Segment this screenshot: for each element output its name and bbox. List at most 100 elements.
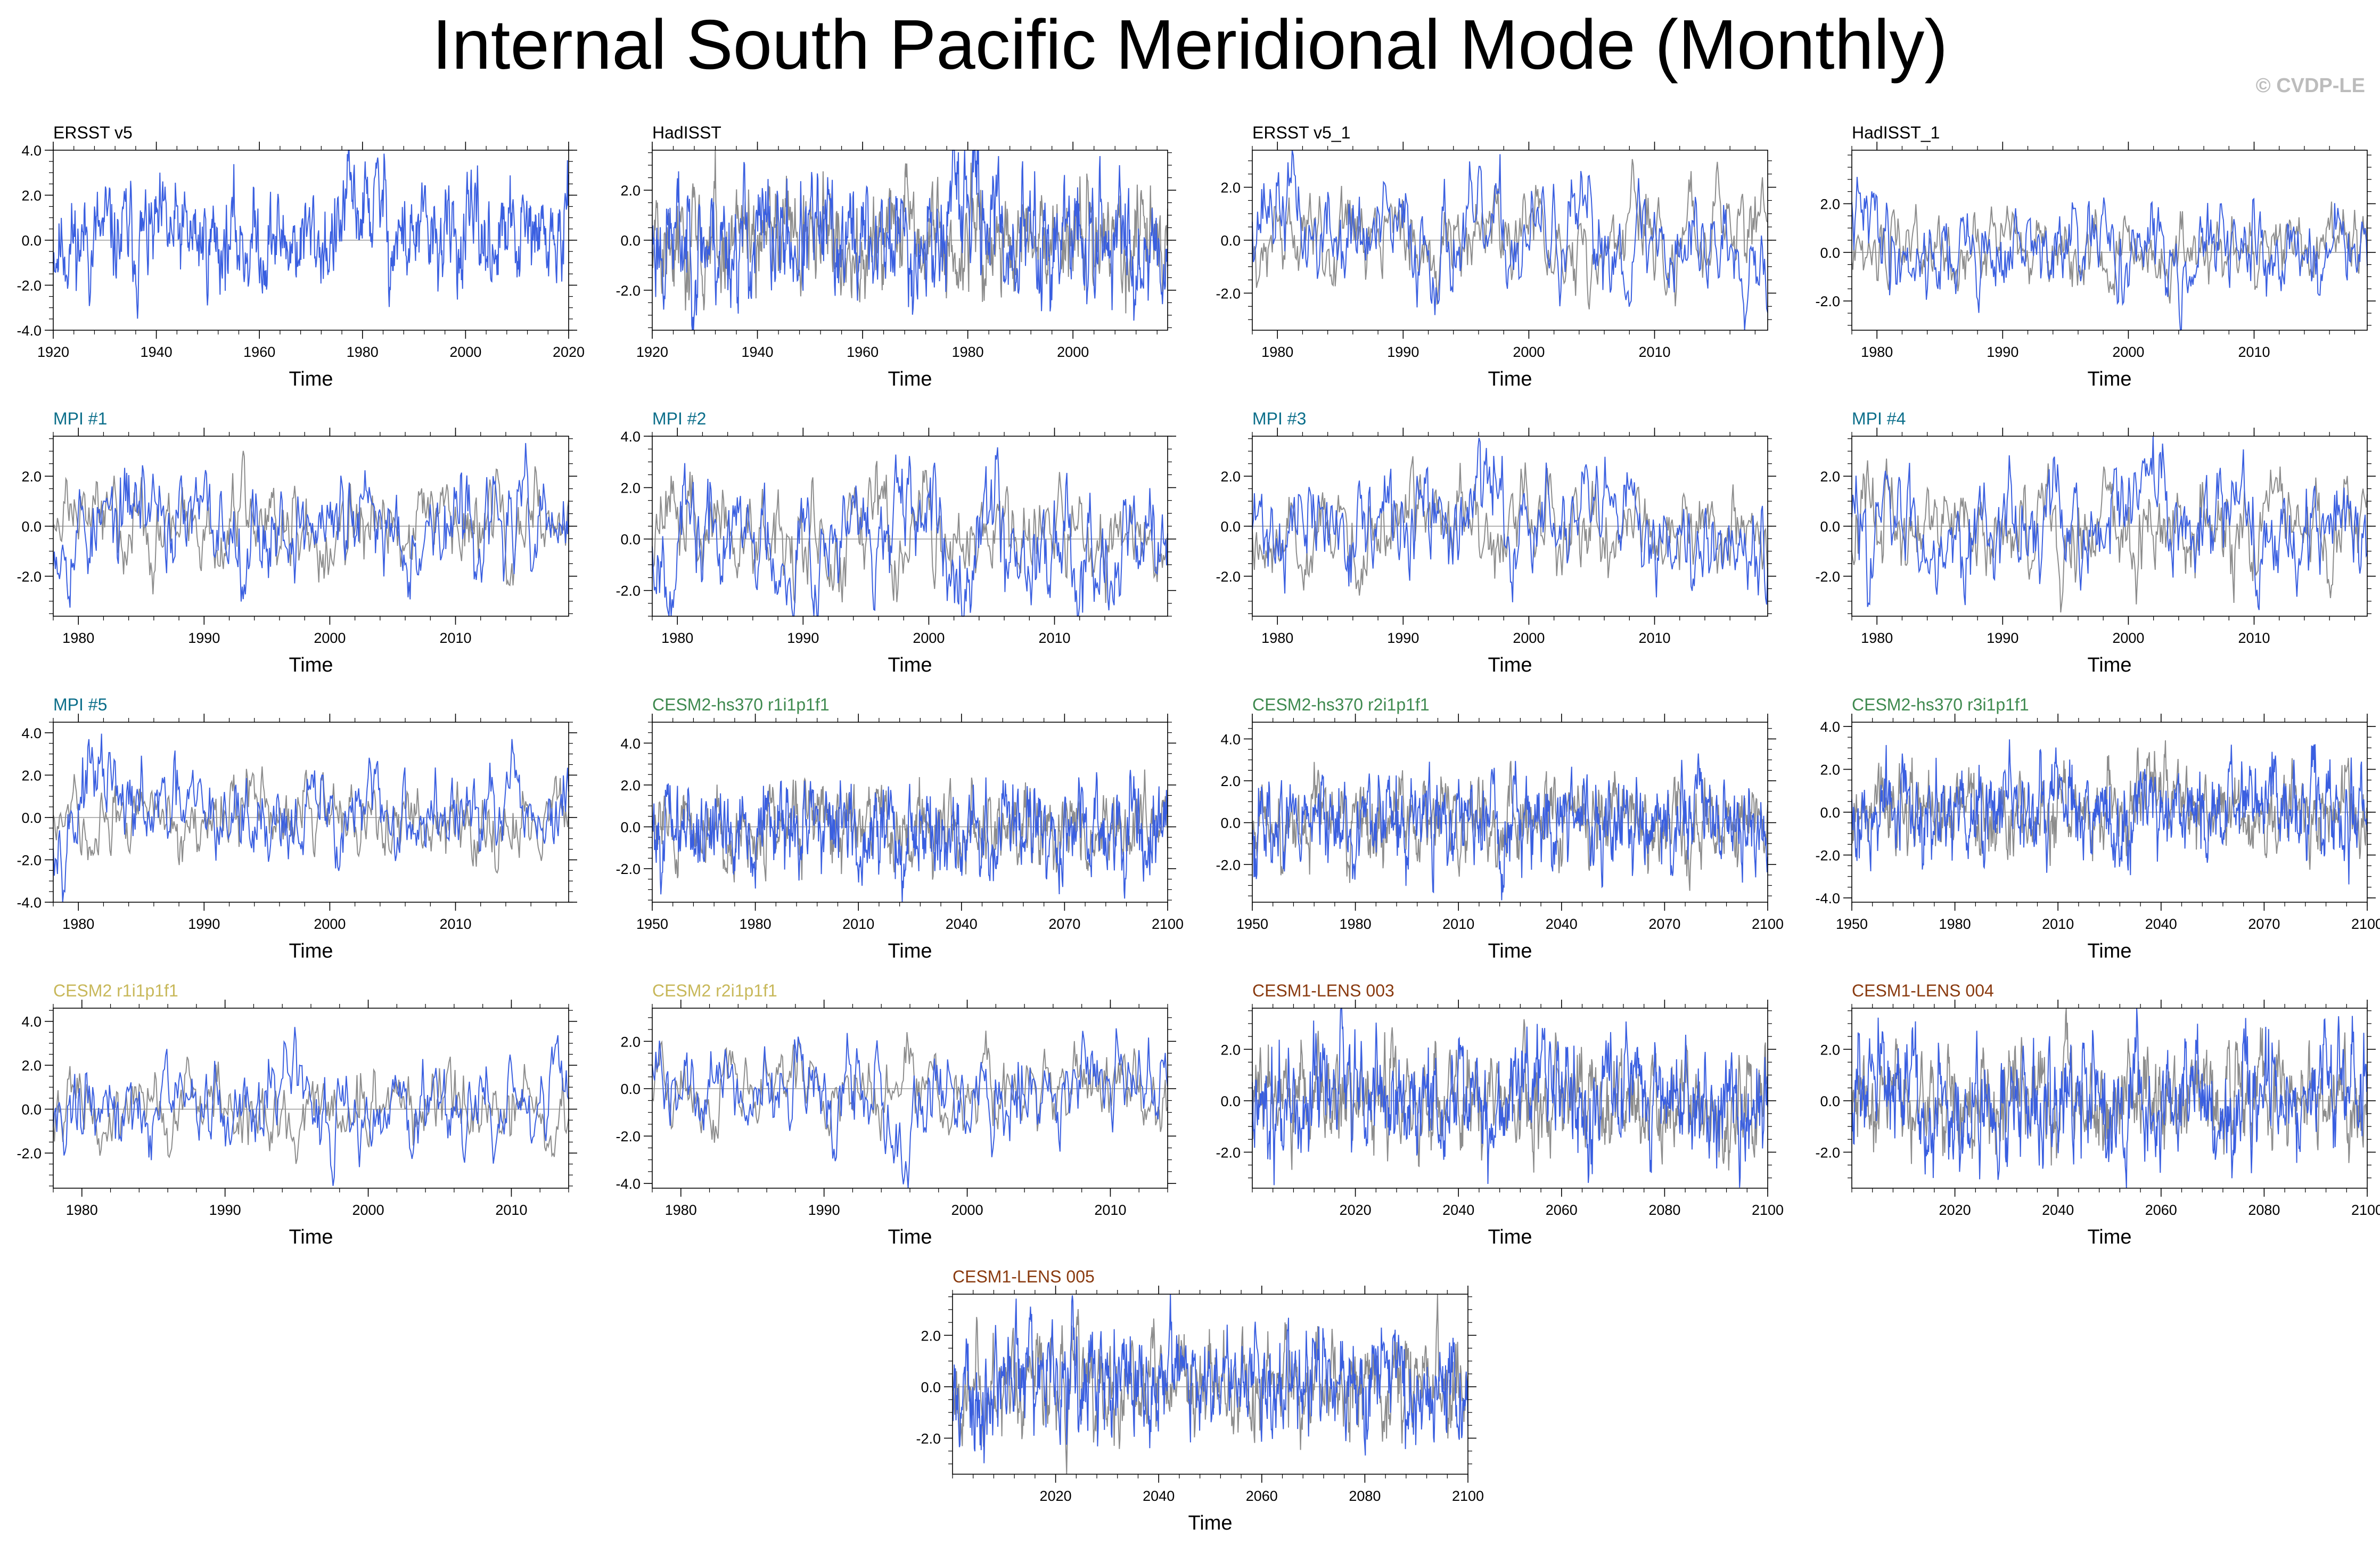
x-tick-label: 1990 <box>787 630 819 646</box>
series-line <box>1252 150 1768 331</box>
series-line <box>1252 438 1768 605</box>
x-tick-label: 1990 <box>1987 344 2018 360</box>
chart-panel: CESM2 r1i1p1f1 -2.0 0.0 2.0 4.0 1980 1990 2000 2… <box>17 981 577 1248</box>
x-tick-label: 1990 <box>1387 630 1419 646</box>
x-axis-label: Time <box>1488 654 1532 676</box>
series-line-observed <box>652 461 1168 603</box>
chart-title: ERSST v5 <box>53 123 133 142</box>
x-tick-label: 1980 <box>62 630 94 646</box>
chart-title: MPI #4 <box>1852 409 1906 428</box>
x-tick-label: 2040 <box>946 916 978 932</box>
y-tick-label: -4.0 <box>17 895 42 911</box>
y-tick-label: -2.0 <box>1216 569 1241 585</box>
x-tick-label: 1960 <box>847 344 879 360</box>
chart-title: CESM2-hs370 r3i1p1f1 <box>1852 695 2029 714</box>
series-line <box>652 150 1168 331</box>
credit-label: © CVDP-LE <box>2255 75 2365 97</box>
y-tick-label: -4.0 <box>1815 890 1840 906</box>
series-line <box>53 443 569 608</box>
x-tick-label: 2000 <box>314 916 346 932</box>
x-tick-label: 2040 <box>2145 916 2177 932</box>
chart-panel: CESM1-LENS 005 -2.0 0.0 2.0 2020 2040 2060 2080… <box>916 1267 1484 1534</box>
x-axis-label: Time <box>888 654 932 676</box>
x-tick-label: 1990 <box>808 1202 840 1218</box>
y-tick-label: 0.0 <box>620 532 641 547</box>
x-tick-label: 1990 <box>188 630 220 646</box>
chart-title: CESM2 r1i1p1f1 <box>53 981 178 1000</box>
x-tick-label: 2000 <box>1513 344 1545 360</box>
series-line <box>53 733 569 903</box>
x-axis-label: Time <box>1188 1512 1232 1534</box>
x-tick-label: 2100 <box>2351 916 2380 932</box>
chart-title: MPI #3 <box>1252 409 1306 428</box>
y-tick-label: -2.0 <box>1815 569 1840 585</box>
y-tick-label: 0.0 <box>21 1102 42 1118</box>
y-tick-label: 2.0 <box>620 778 641 794</box>
x-tick-label: 1980 <box>661 630 693 646</box>
plot-frame <box>952 1294 1468 1475</box>
x-tick-label: 2000 <box>1513 630 1545 646</box>
x-tick-label: 2010 <box>1638 344 1670 360</box>
series-line-observed <box>1252 456 1768 596</box>
series-line <box>652 770 1168 903</box>
x-tick-label: 1980 <box>1861 344 1893 360</box>
y-tick-label: 0.0 <box>21 233 42 249</box>
x-axis-label: Time <box>2087 654 2131 676</box>
series-line <box>53 150 569 319</box>
series-line-observed <box>1851 201 2368 304</box>
y-tick-label: 0.0 <box>21 810 42 826</box>
x-axis-label: Time <box>289 1226 333 1248</box>
series-line <box>1851 436 2368 610</box>
x-axis-label: Time <box>888 368 932 390</box>
y-tick-label: 2.0 <box>921 1328 941 1344</box>
x-tick-label: 1980 <box>1861 630 1893 646</box>
chart-panel: ERSST v5 -4.0 -2.0 0.0 2.0 4.0 1920 1940 1960 198… <box>17 123 585 390</box>
y-tick-label: -2.0 <box>1815 847 1840 863</box>
x-axis-label: Time <box>1488 940 1532 962</box>
chart-panel: CESM1-LENS 003 -2.0 0.0 2.0 2020 2040 2060 2080… <box>1216 981 1784 1248</box>
y-tick-label: 2.0 <box>1820 469 1840 485</box>
series-line <box>1851 739 2368 885</box>
x-tick-label: 2060 <box>2145 1202 2177 1218</box>
chart-title: MPI #1 <box>53 409 107 428</box>
x-tick-label: 2000 <box>352 1202 384 1218</box>
series-line <box>1252 753 1768 901</box>
x-tick-label: 2010 <box>439 916 471 932</box>
y-tick-label: 2.0 <box>620 480 641 496</box>
x-tick-label: 2060 <box>1546 1202 1578 1218</box>
y-tick-label: -2.0 <box>1216 857 1241 873</box>
x-tick-label: 1990 <box>1987 630 2018 646</box>
y-tick-label: 4.0 <box>620 735 641 751</box>
y-tick-label: 2.0 <box>1820 1042 1840 1058</box>
x-tick-label: 2100 <box>1752 916 1784 932</box>
y-tick-label: 2.0 <box>1220 773 1241 789</box>
x-axis-label: Time <box>289 940 333 962</box>
y-tick-label: 4.0 <box>21 725 42 741</box>
y-tick-label: 2.0 <box>1220 180 1241 196</box>
x-tick-label: 2000 <box>2112 344 2144 360</box>
series-line-observed <box>53 1056 569 1164</box>
x-tick-label: 2040 <box>1442 1202 1474 1218</box>
x-tick-label: 2010 <box>2042 916 2074 932</box>
x-tick-label: 2000 <box>913 630 945 646</box>
x-tick-label: 2020 <box>1340 1202 1372 1218</box>
x-tick-label: 1980 <box>66 1202 98 1218</box>
y-tick-label: 0.0 <box>1820 1093 1840 1109</box>
series-line-observed <box>1851 459 2368 613</box>
x-axis-label: Time <box>1488 1226 1532 1248</box>
y-tick-label: 2.0 <box>1820 762 1840 778</box>
chart-title: CESM1-LENS 004 <box>1852 981 1994 1000</box>
chart-title: HadISST <box>652 123 721 142</box>
chart-title: CESM2-hs370 r2i1p1f1 <box>1252 695 1430 714</box>
y-tick-label: 4.0 <box>1820 719 1840 735</box>
chart-title: CESM1-LENS 003 <box>1252 981 1394 1000</box>
x-tick-label: 2010 <box>842 916 874 932</box>
x-tick-label: 1980 <box>1340 916 1372 932</box>
page-title: Internal South Pacific Meridional Mode (… <box>432 5 1948 84</box>
x-tick-label: 2100 <box>2351 1202 2380 1218</box>
x-tick-label: 2100 <box>1152 916 1184 932</box>
x-tick-label: 1950 <box>1836 916 1868 932</box>
y-tick-label: -2.0 <box>1216 285 1241 301</box>
x-tick-label: 1990 <box>1387 344 1419 360</box>
y-tick-label: 2.0 <box>21 188 42 204</box>
